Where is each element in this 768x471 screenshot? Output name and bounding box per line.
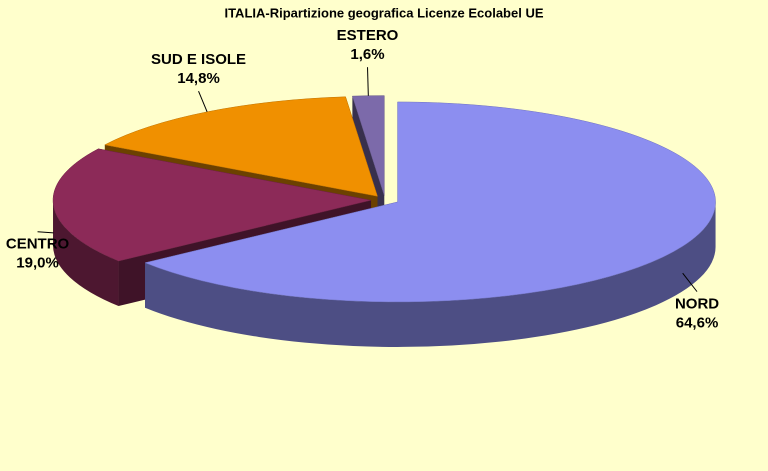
leader-line bbox=[37, 231, 54, 234]
leader-line bbox=[682, 272, 698, 292]
slice-side bbox=[53, 200, 119, 307]
leader-line bbox=[198, 90, 208, 113]
slice-value-label: 19,0% bbox=[16, 255, 59, 272]
slice-category: SUD E ISOLE bbox=[151, 51, 246, 68]
slice-value-label: 14,8% bbox=[177, 70, 220, 87]
slice-value-label: 64,6% bbox=[676, 315, 719, 332]
slice-side bbox=[145, 201, 716, 347]
leader-line bbox=[367, 67, 369, 96]
slice bbox=[144, 101, 716, 303]
slice-category: NORD bbox=[675, 296, 719, 313]
chart-title: ITALIA-Ripartizione geografica Licenze E… bbox=[224, 5, 543, 20]
slice bbox=[52, 148, 372, 262]
slice-value-label: 1,6% bbox=[350, 46, 384, 63]
slice-category: ESTERO bbox=[337, 27, 399, 44]
slice-category: CENTRO bbox=[6, 236, 70, 253]
